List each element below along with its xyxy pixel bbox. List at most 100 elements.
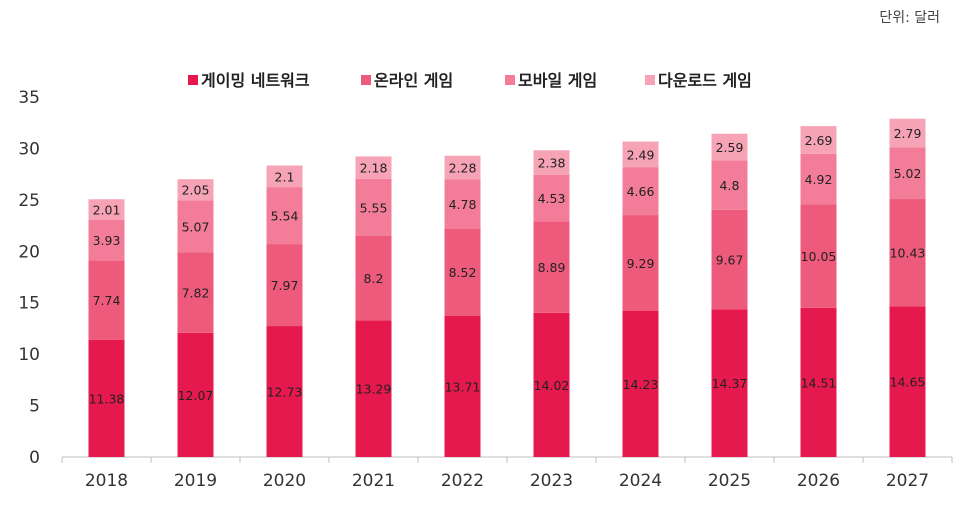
data-label: 4.78: [449, 197, 477, 212]
data-label: 14.23: [623, 377, 659, 392]
legend-swatch: [645, 75, 655, 85]
bar-segment: [355, 320, 392, 457]
x-axis: 2018 2019 2020 2021 2022 2023 2024 2025 2026 2027: [61, 456, 953, 491]
data-label: 5.07: [182, 219, 210, 234]
data-label: 14.65: [890, 375, 926, 390]
x-tick-label: 2024: [619, 471, 662, 491]
bar-segment: [889, 306, 926, 457]
bar-segment: [533, 174, 570, 222]
bar-segment: [622, 141, 659, 168]
bar-segment: [533, 312, 570, 457]
bar-segment: [266, 244, 303, 327]
y-tick-label: 30: [18, 139, 40, 159]
bar-segment: [88, 219, 125, 261]
data-label: 4.92: [805, 172, 833, 187]
bar-segment: [266, 187, 303, 245]
data-label: 11.38: [89, 391, 125, 406]
data-label: 7.97: [271, 278, 299, 293]
legend-label: 다운로드 게임: [658, 71, 752, 90]
bar-segment: [444, 228, 481, 316]
bar-segment: [355, 235, 392, 321]
data-label: 14.51: [801, 375, 837, 390]
bar-segment: [88, 199, 125, 220]
bar-segment: [800, 126, 837, 154]
x-tick-label: 2021: [352, 471, 395, 491]
y-tick-label: 35: [18, 88, 40, 108]
legend-label: 게이밍 네트워크: [201, 71, 310, 90]
data-label: 4.8: [720, 178, 740, 193]
data-label: 5.02: [894, 166, 922, 181]
y-tick-label: 15: [18, 294, 40, 314]
data-label: 2.18: [360, 161, 388, 176]
x-tick-label: 2019: [174, 471, 217, 491]
data-label: 2.69: [805, 133, 833, 148]
data-label: 2.28: [449, 160, 477, 175]
bar-segment: [889, 147, 926, 200]
data-label: 2.79: [894, 126, 922, 141]
y-tick-label: 25: [18, 191, 40, 211]
bar-segment: [177, 200, 214, 253]
data-label: 13.71: [445, 379, 481, 394]
bar-segment: [533, 221, 570, 313]
bar-segment: [889, 199, 926, 307]
data-label: 10.05: [801, 249, 837, 264]
data-label: 14.02: [534, 378, 570, 393]
bar-segment: [266, 326, 303, 457]
bar-segment: [800, 153, 837, 205]
data-label: 5.54: [271, 209, 299, 224]
legend-swatch: [505, 75, 515, 85]
bar-segment: [88, 339, 125, 457]
bar-segment: [266, 165, 303, 188]
data-label: 3.93: [93, 233, 121, 248]
data-label: 2.38: [538, 156, 566, 171]
bar-segment: [711, 133, 748, 161]
data-label: 14.37: [712, 376, 748, 391]
bar-segment: [177, 179, 214, 201]
bar-segment: [177, 252, 214, 333]
data-label: 12.73: [267, 385, 303, 400]
data-label: 10.43: [890, 246, 926, 261]
bars: [88, 118, 926, 457]
bar-segment: [444, 315, 481, 457]
data-label: 2.59: [716, 140, 744, 155]
bar-segment: [711, 160, 748, 210]
bar-segment: [444, 179, 481, 229]
x-tick-label: 2020: [263, 471, 306, 491]
data-label: 8.2: [364, 271, 384, 286]
y-tick-label: 5: [29, 397, 40, 417]
legend: 게이밍 네트워크 온라인 게임 모바일 게임 다운로드 게임: [188, 71, 752, 90]
legend-label: 온라인 게임: [374, 71, 453, 90]
data-label: 4.53: [538, 191, 566, 206]
data-label: 5.55: [360, 200, 388, 215]
data-label: 8.52: [449, 265, 477, 280]
data-label: 2.49: [627, 147, 655, 162]
bar-segment: [622, 167, 659, 216]
data-labels: 11.38 7.74 3.93 2.01 12.07 7.82 5.07 2.05 12.73 7…: [89, 126, 926, 406]
legend-swatch: [188, 75, 198, 85]
x-tick-label: 2022: [441, 471, 484, 491]
data-label: 8.89: [538, 260, 566, 275]
bar-segment: [355, 178, 392, 236]
bar-segment: [711, 309, 748, 457]
bar-segment: [622, 215, 659, 311]
data-label: 4.66: [627, 184, 655, 199]
data-label: 2.05: [182, 183, 210, 198]
data-label: 12.07: [178, 388, 214, 403]
legend-swatch: [361, 75, 371, 85]
y-axis: 0 5 10 15 20 25 30 35: [18, 88, 40, 468]
data-label: 9.29: [627, 256, 655, 271]
x-tick-label: 2026: [797, 471, 840, 491]
bar-segment: [533, 150, 570, 175]
bar-segment: [889, 118, 926, 148]
data-label: 7.82: [182, 286, 210, 301]
y-tick-label: 0: [29, 448, 40, 468]
data-label: 13.29: [356, 382, 392, 397]
data-label: 2.1: [275, 169, 295, 184]
data-label: 7.74: [93, 293, 121, 308]
x-tick-label: 2023: [530, 471, 573, 491]
y-tick-label: 20: [18, 242, 40, 262]
unit-label: 단위: 달러: [879, 10, 940, 26]
bar-segment: [177, 332, 214, 457]
bar-segment: [800, 204, 837, 308]
